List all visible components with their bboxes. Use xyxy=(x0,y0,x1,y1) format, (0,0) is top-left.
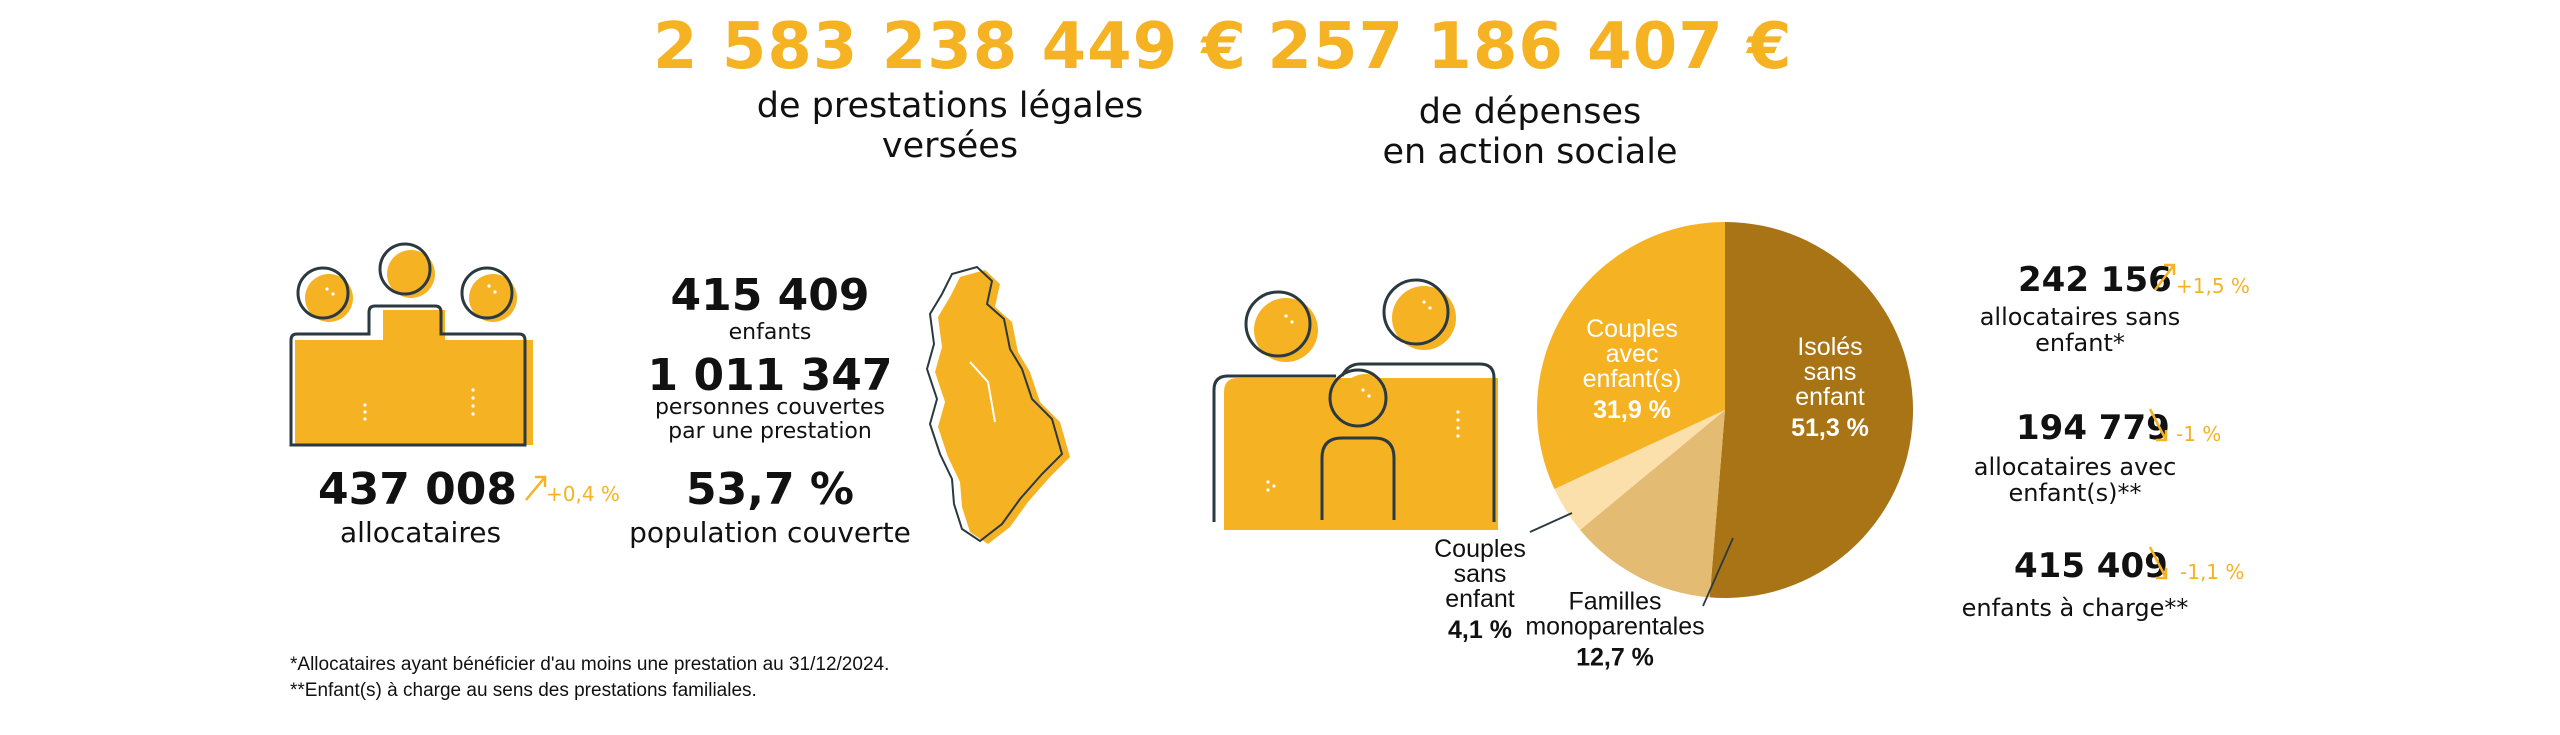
map-icon xyxy=(925,265,1070,544)
pie-leader-couples-sans-enfant xyxy=(1529,512,1573,533)
personnes-couvertes-label-line1: personnes couvertes xyxy=(654,395,886,420)
arrow-down-icon xyxy=(2148,546,2168,580)
enfants-charge-value: 415 409 xyxy=(2014,546,2168,586)
family-children-icon xyxy=(1212,278,1498,530)
prestations-amount: 2 583 238 449 € xyxy=(653,10,1247,84)
avec-enfants-label: allocataires avec enfant(s)** xyxy=(1945,454,2205,506)
arrow-up-icon xyxy=(525,475,547,501)
allocataires-trend: +0,4 % xyxy=(546,482,620,506)
pie-value-familles-monoparentales: 12,7 % xyxy=(1576,644,1654,672)
arrow-up-icon xyxy=(2154,263,2176,291)
avec-enfants-label-line2: enfant(s)** xyxy=(2008,479,2142,507)
enfants-label: enfants xyxy=(728,320,812,345)
footnote-1: *Allocataires ayant bénéficier d'au moin… xyxy=(290,654,890,675)
sans-enfant-trend: +1,5 % xyxy=(2176,274,2250,298)
avec-enfants-label-line1: allocataires avec xyxy=(1973,453,2177,481)
footnote-2: **Enfant(s) à charge au sens des prestat… xyxy=(290,680,757,701)
personnes-couvertes-label: personnes couvertes par une prestation xyxy=(620,396,920,444)
sans-enfant-label: allocataires sans enfant* xyxy=(1950,304,2210,356)
personnes-couvertes-label-line2: par une prestation xyxy=(668,419,872,444)
taux-label: population couverte xyxy=(629,516,911,549)
pie-label-couples-avec-enfants: Couples avec enfant(s) xyxy=(1583,315,1682,393)
prestations-label-line2: versées xyxy=(881,126,1019,166)
pie-value-couples-sans-enfant: 4,1 % xyxy=(1448,616,1512,644)
sans-enfant-label-line2: enfant* xyxy=(2035,329,2125,357)
family-icon xyxy=(289,242,533,447)
action-sociale-amount: 257 186 407 € xyxy=(1267,10,1793,84)
taux-value: 53,7 % xyxy=(686,464,854,515)
enfants-charge-label: enfants à charge** xyxy=(1961,594,2189,622)
pie-label-couples-sans-enfant: Couples sans enfant xyxy=(1434,535,1526,613)
pie-value-couples-avec-enfants: 31,9 % xyxy=(1593,396,1671,424)
arrow-down-icon xyxy=(2148,408,2168,442)
prestations-label: de prestations légales versées xyxy=(650,86,1250,166)
sans-enfant-label-line1: allocataires sans xyxy=(1979,303,2181,331)
pie-slice-couples-sans-enfant xyxy=(1554,410,1725,530)
pie-chart: Isolés sans enfant 51,3 % Familles monoparent… xyxy=(1434,222,1913,672)
personnes-couvertes-value: 1 011 347 xyxy=(647,350,893,401)
action-sociale-label-line1: de dépenses xyxy=(1418,92,1642,132)
enfants-charge-trend: -1,1 % xyxy=(2180,560,2245,584)
pie-label-isoles-sans-enfant: Isolés sans enfant xyxy=(1795,333,1865,411)
prestations-label-line1: de prestations légales xyxy=(756,86,1144,126)
action-sociale-label: de dépenses en action sociale xyxy=(1230,92,1830,172)
avec-enfants-value: 194 779 xyxy=(2016,408,2170,448)
pie-slice-isoles-sans-enfant xyxy=(1709,222,1913,598)
enfants-value: 415 409 xyxy=(670,270,870,321)
sans-enfant-value: 242 156 xyxy=(2018,260,2172,300)
action-sociale-label-line2: en action sociale xyxy=(1382,132,1678,172)
pie-label-familles-monoparentales: Familles monoparentales xyxy=(1525,588,1704,641)
pie-slice-familles-monoparentales xyxy=(1580,410,1725,598)
allocataires-label: allocataires xyxy=(340,516,502,549)
pie-slice-couples-avec-enfants xyxy=(1537,222,1725,489)
avec-enfants-trend: -1 % xyxy=(2176,422,2222,446)
allocataires-value: 437 008 xyxy=(318,464,518,515)
pie-leader-familles-monoparentales xyxy=(1702,537,1734,607)
pie-value-isoles-sans-enfant: 51,3 % xyxy=(1791,414,1869,442)
